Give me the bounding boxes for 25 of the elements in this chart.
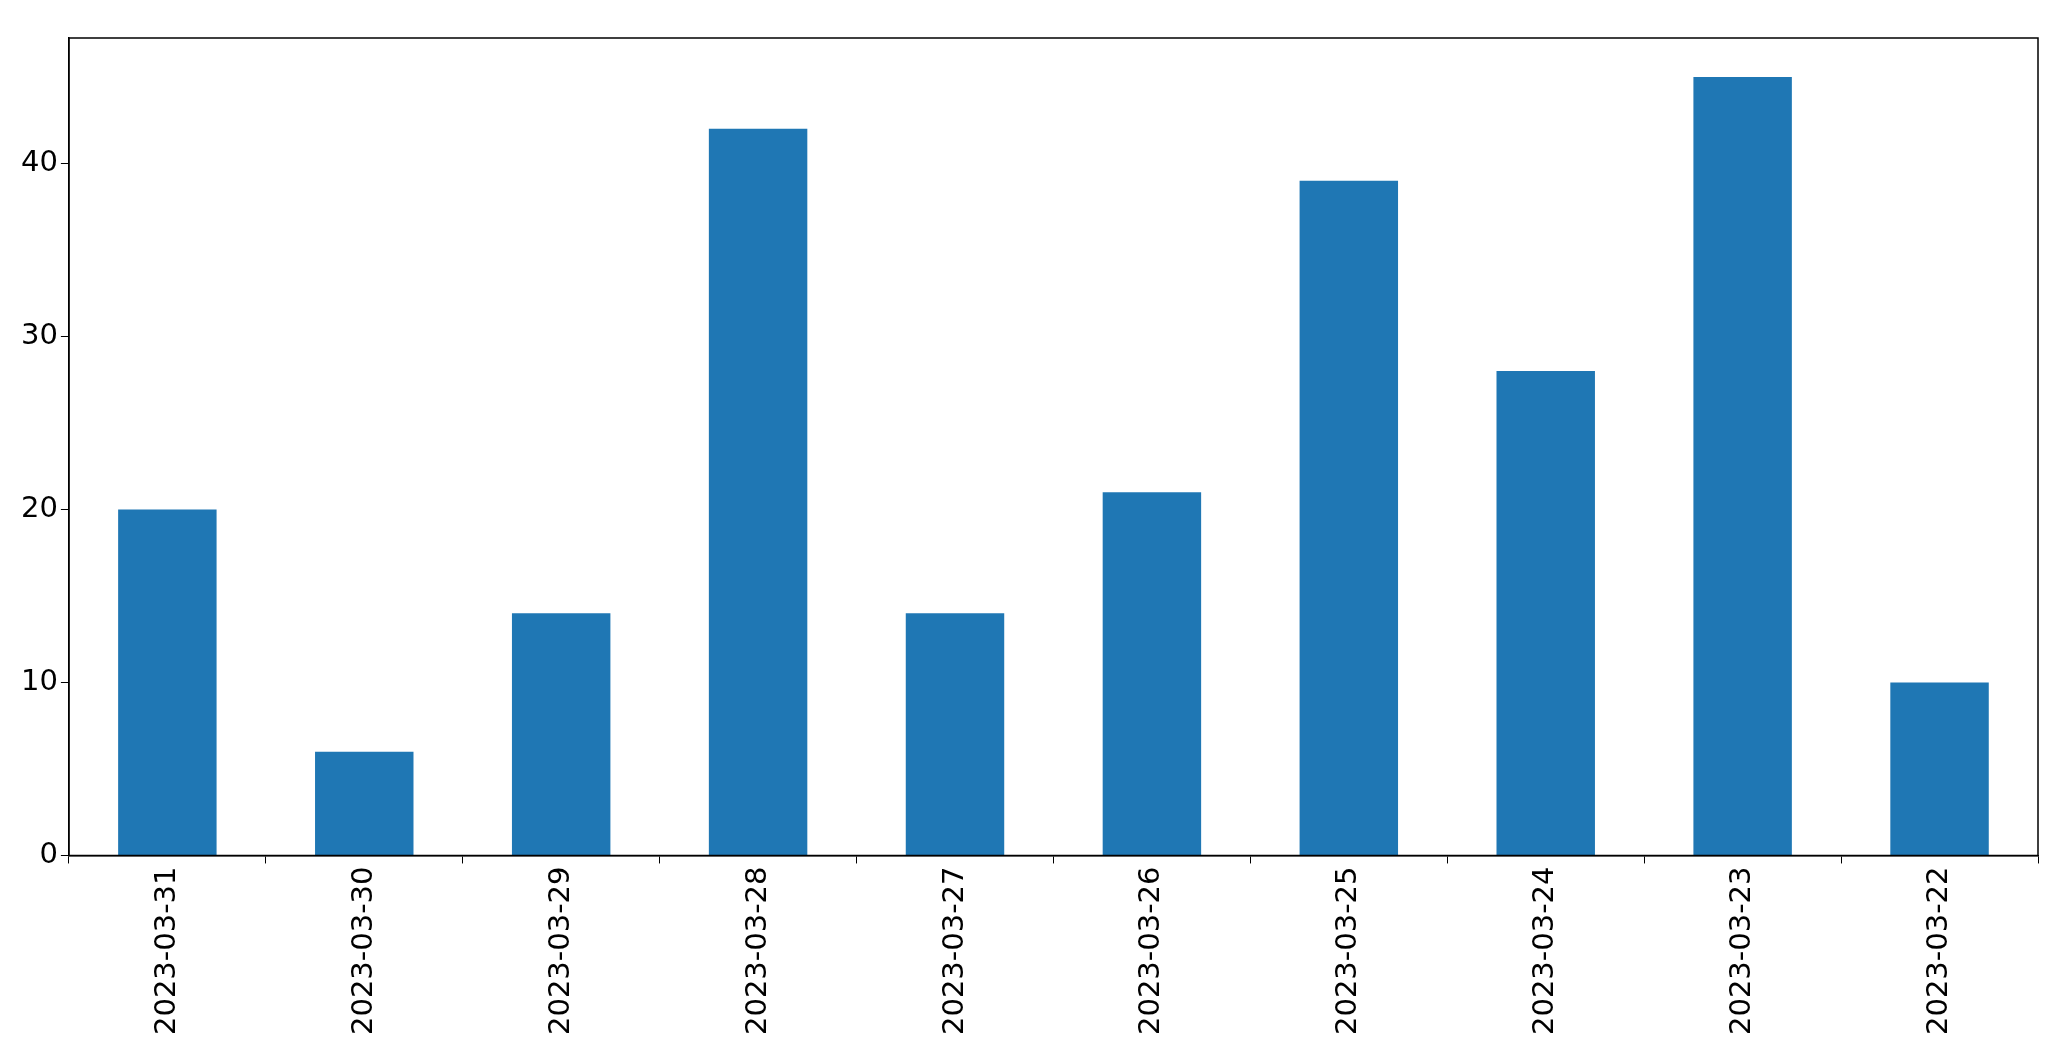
x-tick-label: 2023-03-23 (1723, 866, 1758, 1036)
bar (511, 613, 611, 855)
bar (905, 613, 1005, 855)
x-tick-label: 2023-03-31 (147, 866, 182, 1036)
x-tick-label: 2023-03-27 (935, 866, 970, 1036)
bar (708, 128, 808, 855)
bar (1693, 76, 1792, 855)
bar (1299, 180, 1399, 855)
bar (1102, 492, 1202, 855)
y-tick-label: 10 (21, 662, 58, 697)
y-tick-label: 30 (21, 316, 58, 351)
bar (315, 751, 414, 855)
y-tick-label: 0 (39, 836, 58, 870)
x-tick-label: 2023-03-26 (1132, 866, 1167, 1036)
x-tick-label: 2023-03-24 (1526, 866, 1561, 1036)
bar (1496, 371, 1595, 855)
x-tick-label: 2023-03-28 (738, 866, 773, 1036)
x-tick-label: 2023-03-30 (344, 866, 379, 1036)
y-tick-label: 40 (21, 143, 58, 178)
bar (1890, 682, 1989, 855)
y-tick-label: 20 (21, 489, 58, 524)
bar (118, 509, 217, 855)
x-tick-label: 2023-03-22 (1920, 866, 1955, 1036)
x-tick-label: 2023-03-25 (1329, 866, 1364, 1036)
x-tick-label: 2023-03-29 (541, 866, 576, 1036)
